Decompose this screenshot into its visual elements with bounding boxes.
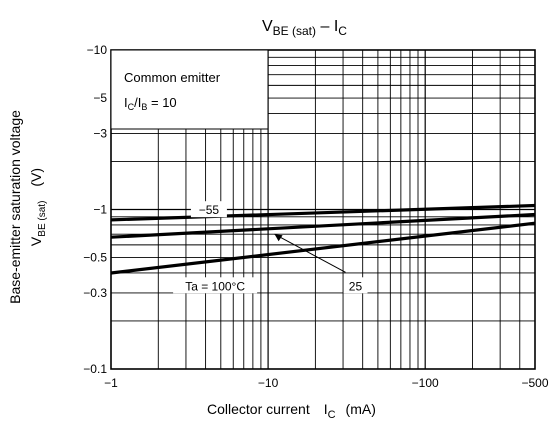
x-tick-label: −1 — [104, 376, 118, 390]
y-axis-label-line2: VBE (sat)(V) — [28, 168, 48, 246]
x-axis-label: Collector current IC (mA) — [207, 401, 376, 421]
y-tick-label: −0.5 — [83, 251, 107, 265]
annotation-bg — [173, 277, 258, 294]
legend-line2: IC/IB = 10 — [124, 95, 177, 112]
y-tick-label: −1 — [93, 203, 107, 217]
series-line — [110, 221, 536, 275]
plot-frame — [110, 49, 536, 370]
annotations: −55 25 Ta = 100°C — [173, 201, 368, 294]
legend-box: Common emitter IC/IB = 10 — [110, 49, 269, 130]
chart-title: VBE (sat) – IC — [262, 18, 347, 38]
x-tick-label: −500 — [521, 376, 548, 390]
y-tick-labels: −0.1 −0.3 −0.5 −1 −3 −5 −10 — [83, 43, 107, 376]
y-tick-label: −10 — [87, 43, 108, 57]
x-tick-label: −10 — [258, 376, 279, 390]
x-tick-label: −100 — [412, 376, 439, 390]
annotation-arrow — [274, 234, 283, 242]
series-line — [110, 212, 536, 239]
annotation-label: 25 — [349, 279, 363, 293]
annotation-bg — [190, 201, 227, 218]
y-tick-label: −0.3 — [83, 286, 107, 300]
annotation-label: Ta = 100°C — [185, 279, 245, 293]
annotation-leader — [274, 233, 346, 273]
x-tick-labels: −1 −10 −100 −500 — [104, 376, 549, 390]
y-tick-label: −5 — [93, 91, 107, 105]
series-line — [110, 203, 536, 222]
annotation-label: −55 — [199, 203, 220, 217]
y-tick-label: −3 — [93, 126, 107, 140]
y-axis-label-line1: Base-emitter saturation voltage — [7, 110, 23, 304]
y-tick-label: −0.1 — [83, 362, 107, 376]
legend-line1: Common emitter — [124, 70, 221, 85]
series-layer — [110, 203, 536, 275]
annotation-bg — [343, 277, 368, 294]
